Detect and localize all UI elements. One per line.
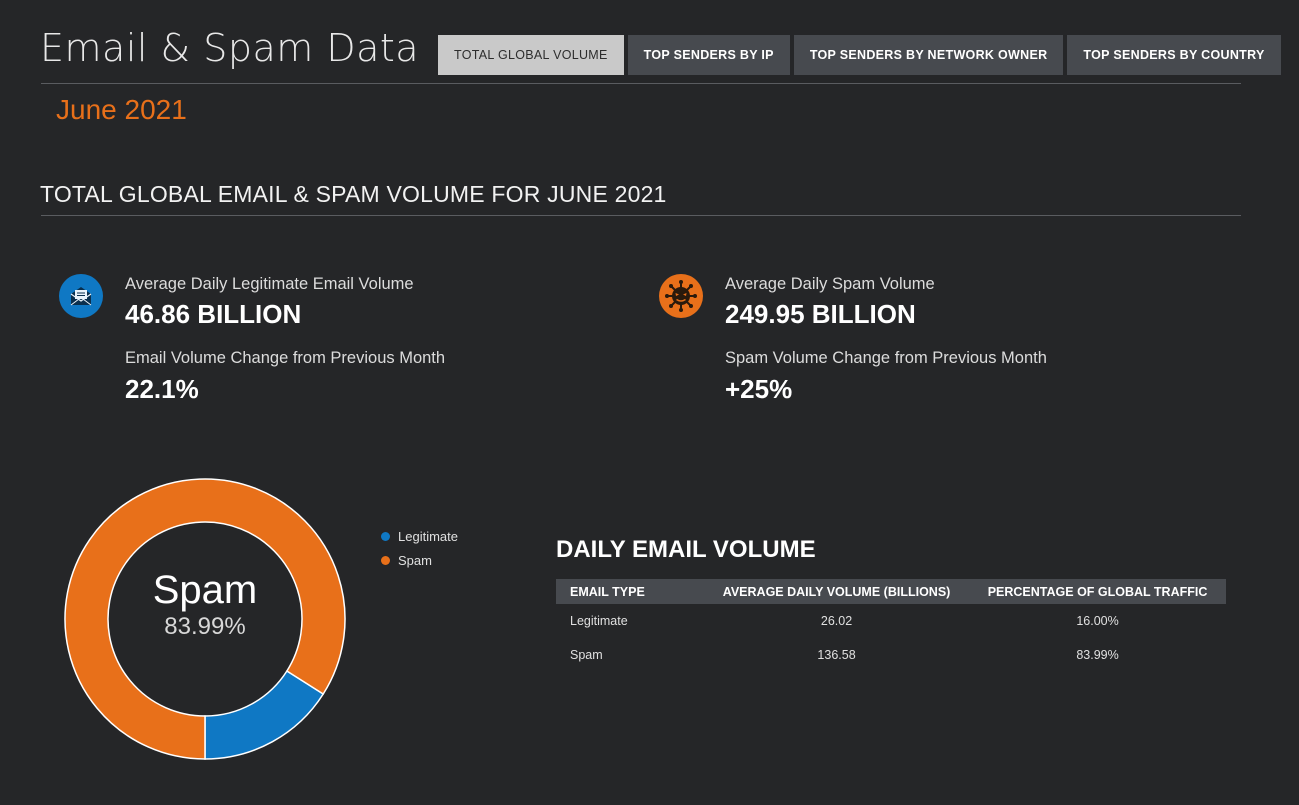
section-title: TOTAL GLOBAL EMAIL & SPAM VOLUME FOR JUN… [40,181,667,207]
table-header-row: EMAIL TYPE AVERAGE DAILY VOLUME (BILLION… [556,579,1226,604]
donut-center-label: Spam [152,568,258,612]
cell-percentage: 83.99% [1076,648,1119,662]
cell-email-type: Spam [570,648,603,662]
page-title: Email & Spam Data [40,26,420,70]
virus-icon [659,274,703,318]
legend-item-legitimate[interactable]: Legitimate [381,529,458,544]
table-row: Legitimate 26.02 16.00% [556,604,1226,638]
legend-label-legitimate: Legitimate [398,529,458,544]
spam-change-value: +25% [725,374,793,404]
legit-change-label: Email Volume Change from Previous Month [125,349,446,367]
header-divider [41,83,1241,84]
spam-volume-value: 249.95 BILLION [725,299,916,329]
legit-volume-label: Average Daily Legitimate Email Volume [125,275,414,293]
donut-chart [64,478,346,760]
spam-volume-label: Average Daily Spam Volume [725,275,935,293]
tab-total-global-volume[interactable]: TOTAL GLOBAL VOLUME [438,35,624,75]
legend-swatch-legitimate [381,532,390,541]
column-header-average-volume: AVERAGE DAILY VOLUME (BILLIONS) [704,579,970,604]
cell-email-type: Legitimate [570,614,628,628]
table-row: Spam 136.58 83.99% [556,638,1226,672]
daily-volume-table: EMAIL TYPE AVERAGE DAILY VOLUME (BILLION… [556,579,1226,672]
email-icon [59,274,103,318]
legend-label-spam: Spam [398,553,432,568]
legend-swatch-spam [381,556,390,565]
column-header-email-type: EMAIL TYPE [556,579,704,604]
section-divider [41,215,1241,216]
legit-change-value: 22.1% [125,374,199,404]
legit-volume-value: 46.86 BILLION [125,299,302,329]
tab-top-senders-by-ip[interactable]: TOP SENDERS BY IP [627,35,790,75]
tab-bar: TOTAL GLOBAL VOLUME TOP SENDERS BY IP TO… [438,35,1281,75]
tab-top-senders-by-country[interactable]: TOP SENDERS BY COUNTRY [1067,35,1281,75]
tab-top-senders-by-network-owner[interactable]: TOP SENDERS BY NETWORK OWNER [793,35,1064,75]
chart-legend: Legitimate Spam [381,529,458,568]
legend-item-spam[interactable]: Spam [381,553,458,568]
cell-percentage: 16.00% [1076,614,1119,628]
donut-center: Spam 83.99% [60,568,350,641]
spam-change-label: Spam Volume Change from Previous Month [725,349,1047,367]
period-subtitle: June 2021 [56,94,187,125]
donut-slice-spam[interactable] [64,478,346,760]
donut-slice-legitimate[interactable] [204,669,325,760]
donut-center-value: 83.99% [164,613,246,640]
table-title: DAILY EMAIL VOLUME [556,536,816,563]
cell-average-volume: 136.58 [817,648,856,662]
column-header-percentage: PERCENTAGE OF GLOBAL TRAFFIC [969,579,1226,604]
cell-average-volume: 26.02 [820,614,853,628]
